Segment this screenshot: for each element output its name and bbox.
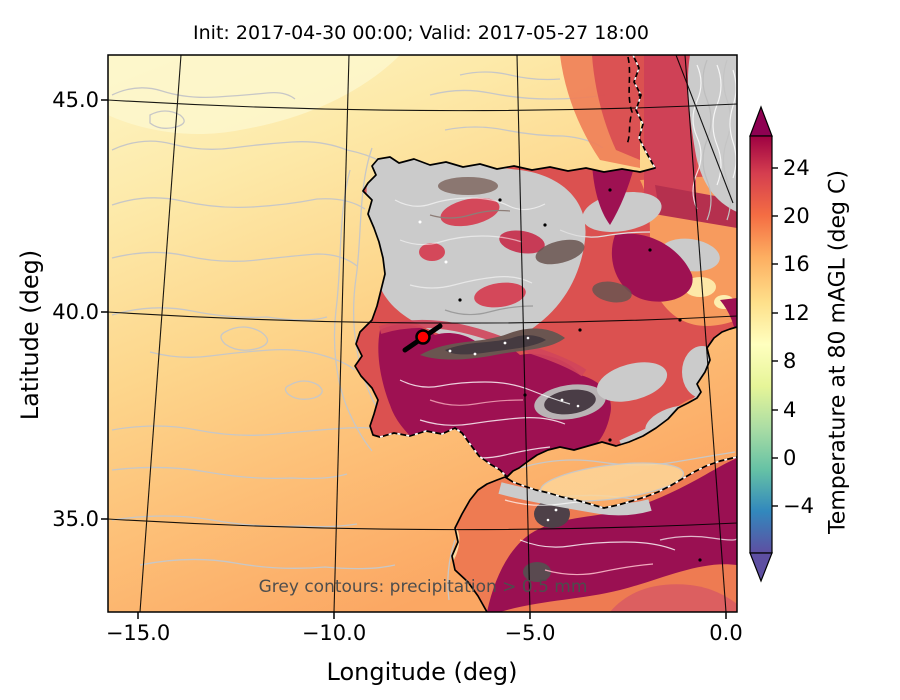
colorbar-extend-bottom — [749, 552, 773, 583]
cbar-tick-24: 24 — [783, 156, 810, 180]
colorbar-label: Temperature at 80 mAGL (deg C) — [825, 170, 851, 534]
x-tick--5: −5.0 — [504, 621, 556, 645]
map-specks — [458, 93, 702, 562]
x-tick-0: 0.0 — [709, 621, 743, 645]
y-axis-label: Latitude (deg) — [16, 249, 44, 421]
x-tick--10: −10.0 — [301, 621, 367, 645]
colorbar-extend-top — [749, 105, 773, 137]
colorbar-gradient — [749, 135, 773, 554]
cbar-tick-0: 0 — [783, 446, 797, 470]
cbar-tick-8: 8 — [783, 349, 797, 373]
y-tick-40: 40.0 — [52, 300, 99, 324]
map-frame — [107, 54, 738, 613]
cbar-tick--4: −4 — [783, 494, 814, 518]
x-axis-label: Longitude (deg) — [326, 658, 518, 686]
location-marker — [415, 329, 431, 345]
precip-annotation: Grey contours: precipitation > 0.5 mm — [258, 577, 588, 597]
graticule — [108, 55, 737, 612]
colorbar-tick-marks — [772, 167, 778, 507]
dashed-contour — [626, 56, 633, 145]
cbar-tick-16: 16 — [783, 252, 810, 276]
x-tick--15: −15.0 — [105, 621, 171, 645]
colorbar — [749, 105, 778, 583]
y-tick-45: 45.0 — [52, 88, 99, 112]
map-plot-area — [108, 55, 737, 612]
y-tick-35: 35.0 — [52, 507, 99, 531]
cbar-tick-12: 12 — [783, 301, 810, 325]
cbar-tick-4: 4 — [783, 398, 797, 422]
axis-tick-marks — [101, 99, 727, 619]
plot-title: Init: 2017-04-30 00:00; Valid: 2017-05-2… — [193, 22, 649, 44]
cbar-tick-20: 20 — [783, 204, 810, 228]
biscay-warm-band-inner — [592, 55, 640, 160]
south-coast-dashes — [379, 427, 508, 478]
mediterranean-pale-band — [540, 462, 684, 502]
iberia-coastline — [354, 55, 737, 478]
